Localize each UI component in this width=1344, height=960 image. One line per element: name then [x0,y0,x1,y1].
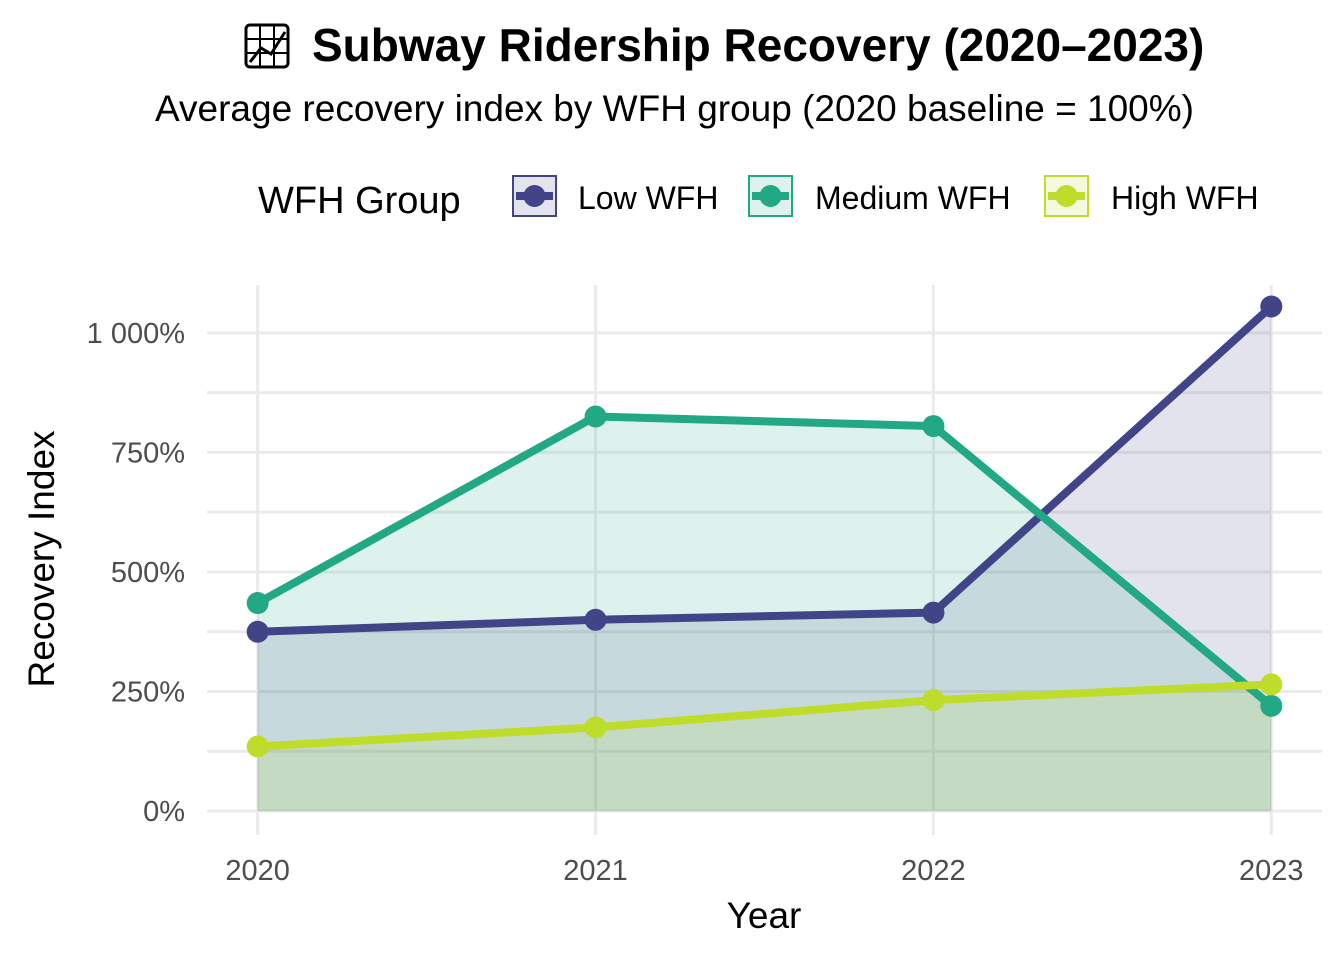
legend-label: Medium WFH [815,180,1011,216]
chart-subtitle: Average recovery index by WFH group (202… [155,88,1194,129]
legend-item-low-wfh: Low WFH [512,175,718,217]
y-tick-label: 1 000% [87,318,185,350]
legend-label: Low WFH [578,180,718,216]
x-axis-title: Year [727,895,802,936]
line-medium-wfh [253,412,1276,710]
line-high-wfh [253,680,1276,751]
point-low-wfh [584,608,607,631]
point-low-wfh [1260,295,1283,318]
y-tick-label: 500% [111,557,185,589]
area-low-wfh [257,306,1272,812]
point-low-wfh [922,601,945,624]
legend-label: High WFH [1111,180,1259,216]
point-medium-wfh [922,415,945,438]
x-tick-label: 2022 [901,855,966,887]
x-tick-label: 2023 [1239,855,1304,887]
chart-title: Subway Ridership Recovery (2020–2023) [312,19,1204,71]
y-tick-label: 750% [111,437,185,469]
line-layer [253,302,1276,751]
point-medium-wfh [584,405,607,428]
legend-title: WFH Group [258,180,461,222]
point-high-wfh [1260,673,1283,696]
point-high-wfh [584,716,607,739]
y-axis-title: Recovery Index [21,430,62,688]
line-low-wfh [253,302,1276,636]
y-tick-label: 0% [143,796,185,828]
legend-item-medium-wfh: Medium WFH [748,175,1011,217]
legend: WFH Group Low WFH Medium WFH High WFH [258,175,1259,222]
legend-key-point [523,185,546,207]
title-icon [244,23,290,69]
legend-key-point [759,185,782,207]
legend-item-high-wfh: High WFH [1044,175,1259,217]
tick-labels: 0% 250% 500% 750% 1 000% 2020 2021 2022 2023 [87,318,1304,887]
area-high-wfh [257,684,1272,812]
x-tick-label: 2021 [563,855,628,887]
point-layer [246,295,1283,758]
y-tick-label: 250% [111,677,185,709]
point-medium-wfh [246,592,269,615]
x-tick-label: 2020 [225,855,290,887]
point-high-wfh [922,689,945,712]
point-high-wfh [246,735,269,758]
point-medium-wfh [1260,694,1283,717]
point-low-wfh [246,620,269,643]
legend-key-point [1055,185,1078,207]
